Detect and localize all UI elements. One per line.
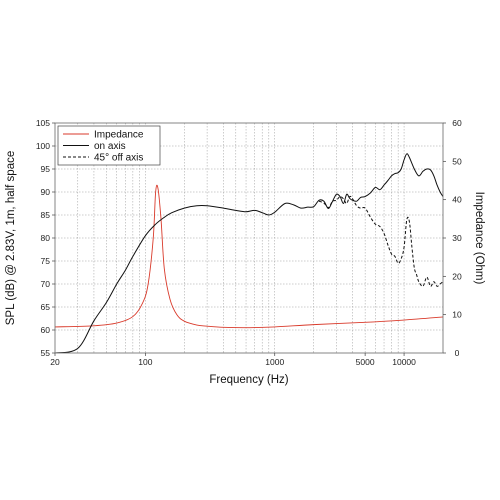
x-tick-label: 1000: [265, 357, 284, 367]
legend-label-impedance: Impedance: [94, 130, 144, 141]
x-tick-label: 5000: [356, 357, 375, 367]
y-left-tick-label: 60: [41, 325, 51, 335]
x-axis-title: Frequency (Hz): [209, 374, 288, 386]
y-left-tick-label: 100: [36, 141, 50, 151]
x-tick-label: 20: [50, 357, 60, 367]
y-right-tick-label: 60: [452, 118, 462, 128]
series-impedance-line: [55, 184, 443, 329]
y-left-tick-label: 85: [41, 210, 51, 220]
grid: [55, 123, 443, 353]
x-tick-label: 10000: [392, 357, 416, 367]
y-left-tick-label: 105: [36, 118, 50, 128]
series-layer: [55, 153, 443, 353]
legend: Impedance on axis 45° off axis: [57, 125, 161, 166]
y-left-tick-label: 90: [41, 187, 51, 197]
series-on-axis-line: [55, 153, 443, 353]
y-left-tick-label: 70: [41, 279, 51, 289]
series-off-axis-line: [318, 195, 443, 287]
y-left-tick-label: 55: [41, 348, 51, 358]
y-axis-left-title: SPL (dB) @ 2.83V, 1m, half space: [5, 151, 17, 325]
y-left-tick-label: 65: [41, 302, 51, 312]
y-right-tick-label: 40: [452, 195, 462, 205]
x-tick-label: 100: [138, 357, 152, 367]
y-left-tick-label: 80: [41, 233, 51, 243]
y-right-tick-label: 20: [452, 271, 462, 281]
y-right-tick-label: 10: [452, 310, 462, 320]
y-right-tick-label: 30: [452, 233, 462, 243]
y-left-tick-label: 95: [41, 164, 51, 174]
y-right-tick-label: 0: [455, 348, 460, 358]
legend-label-on-axis: on axis: [94, 141, 126, 152]
ticks: 55 60 65 70 75 80 85 90 95 100 105 0 10 20 30 40 50 60 20 1…: [36, 118, 462, 367]
legend-label-off-axis: 45° off axis: [94, 153, 143, 164]
y-left-tick-label: 75: [41, 256, 51, 266]
y-axis-right-title: Impedance (Ohm): [473, 192, 485, 285]
y-right-tick-label: 50: [452, 156, 462, 166]
